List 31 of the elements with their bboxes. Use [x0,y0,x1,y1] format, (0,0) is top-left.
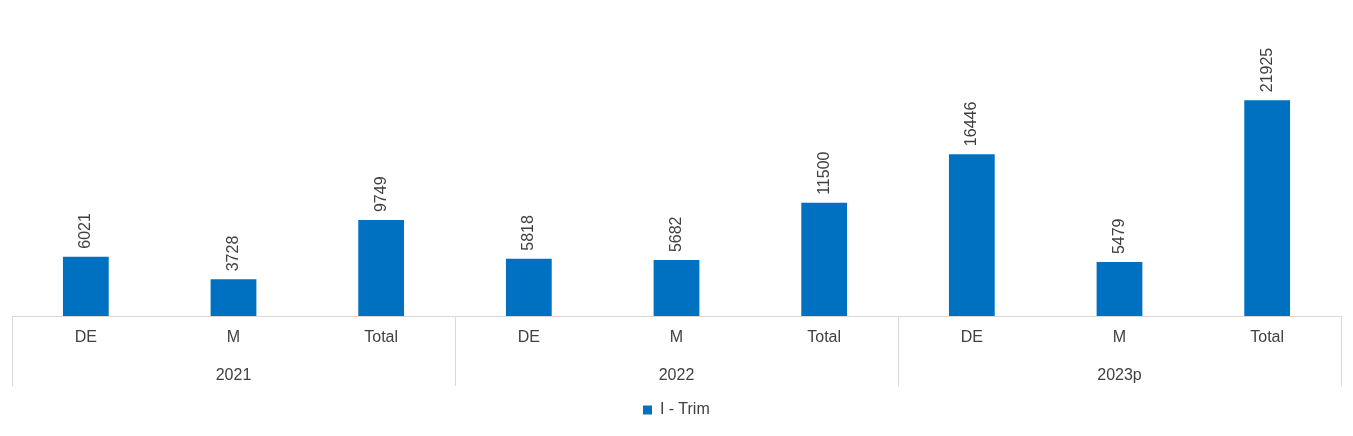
bar [653,260,700,316]
data-label: 16446 [962,101,980,147]
text: 2023p [1097,366,1142,384]
data-label: 21925 [1257,47,1275,93]
data-label: 5682 [666,216,684,253]
data-label: 9749 [371,176,389,213]
x-tick-label: DE [517,328,540,346]
x-tick-label: DE [960,328,983,346]
x-tick-label: Total [364,328,399,346]
bar [62,256,109,316]
bar [1096,262,1143,316]
bar [505,258,552,316]
bar [1244,100,1291,316]
x-tick-label: Total [807,328,842,346]
bar [358,220,405,316]
data-label: 11500 [814,151,832,195]
legend-label: I - Trim [659,400,710,418]
data-label: 5818 [519,215,537,251]
data-label: 3728 [223,235,241,272]
bar [801,202,848,316]
x-tick-label: M [226,328,241,346]
x-tick-label: M [1112,328,1127,346]
data-label: 5479 [1109,218,1127,255]
bar [948,154,995,316]
text: 2021 [215,366,252,384]
data-label: 6021 [76,213,94,249]
x-tick-label: M [669,328,684,346]
bar [210,279,257,316]
x-tick-label: Total [1250,328,1285,346]
text: 2022 [658,366,695,384]
x-tick-label: DE [74,328,97,346]
